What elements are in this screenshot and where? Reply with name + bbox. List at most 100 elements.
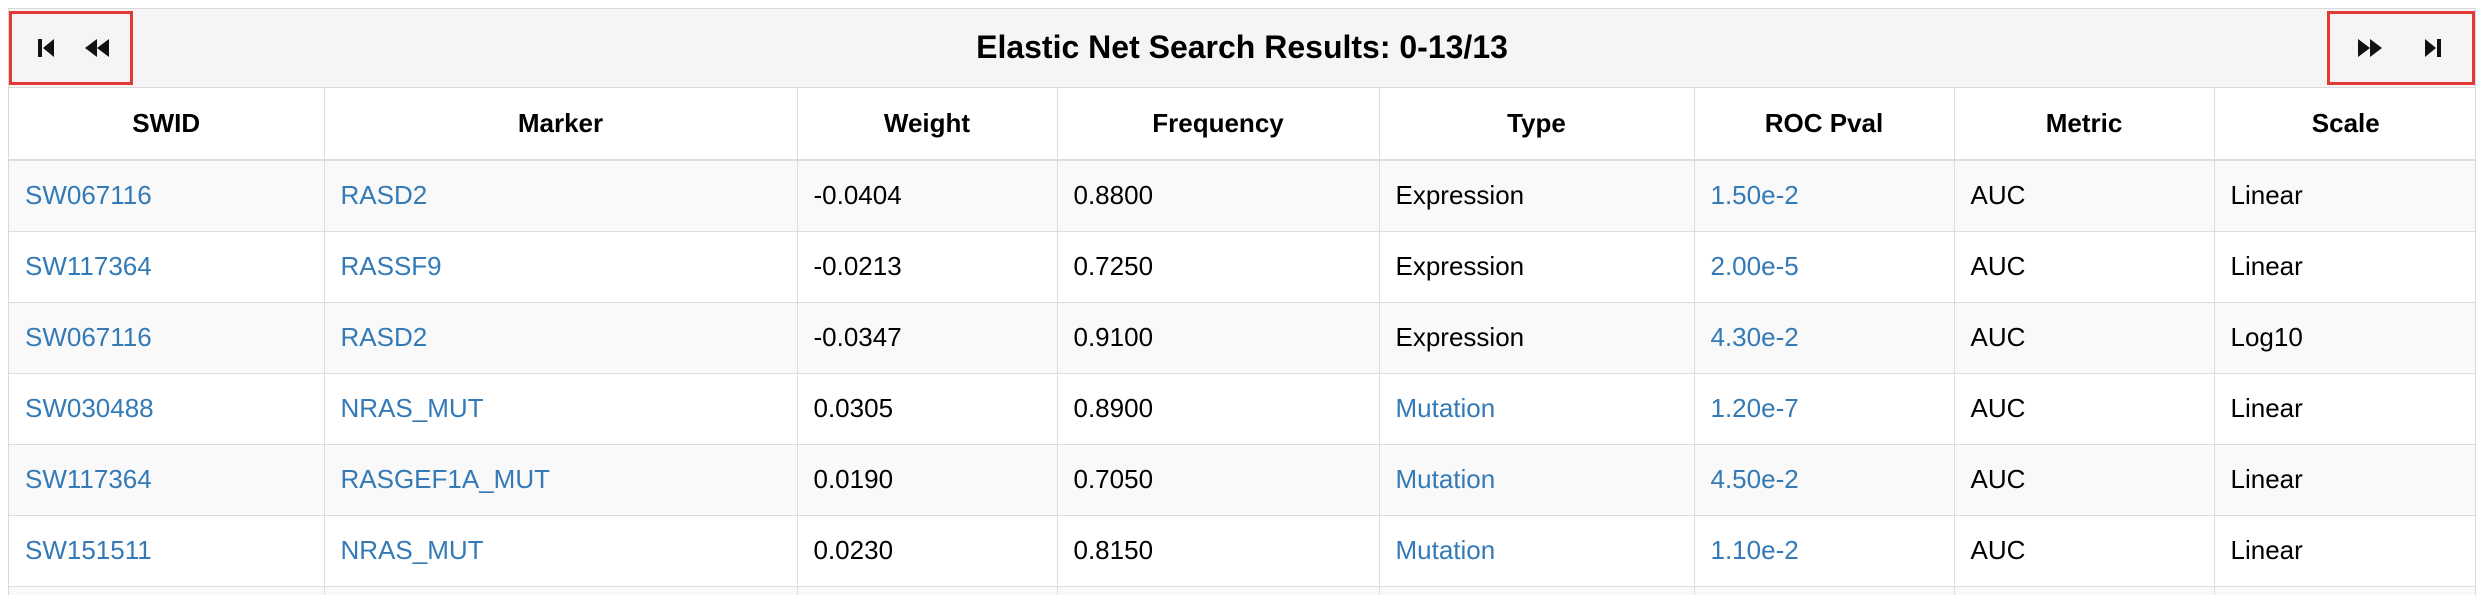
column-header-weight[interactable]: Weight (797, 88, 1058, 161)
swid-link[interactable]: SW030488 (25, 393, 154, 423)
type-link[interactable]: Mutation (1395, 464, 1496, 494)
marker-link[interactable]: RASSF9 (340, 251, 442, 281)
cell-scale: Linear (2214, 373, 2475, 445)
last-page-button[interactable] (2411, 26, 2455, 70)
cell-swid: SW030488 (9, 373, 325, 445)
table-header-row: SWID Marker Weight Frequency Type ROC Pv… (9, 88, 2475, 161)
cell-metric (1954, 586, 2215, 595)
column-header-metric[interactable]: Metric (1954, 88, 2215, 161)
cell-weight: 0.0230 (797, 515, 1058, 587)
roc-pval-link[interactable]: 1.20e-7 (1710, 393, 1799, 423)
swid-link[interactable]: SW117364 (25, 251, 152, 281)
marker-link[interactable]: NRAS_MUT (340, 393, 484, 423)
column-header-scale[interactable]: Scale (2214, 88, 2475, 161)
cell-frequency: 0.7250 (1057, 231, 1380, 303)
table-row: SW030488 NRAS_MUT 0.0305 0.8900 Mutation… (9, 373, 2475, 445)
cell-metric: AUC (1954, 160, 2215, 232)
cell-scale: Linear (2214, 160, 2475, 232)
skip-first-icon (37, 39, 54, 57)
cell-type: Mutation (1379, 373, 1695, 445)
cell-type: Expression (1379, 302, 1695, 374)
cell-scale: Log10 (2214, 302, 2475, 374)
cell-roc-pval: 4.30e-2 (1694, 302, 1955, 374)
swid-link[interactable]: SW151511 (25, 535, 152, 565)
column-header-roc-pval[interactable]: ROC Pval (1694, 88, 1955, 161)
cell-marker: NRAS_MUT (324, 515, 798, 587)
column-header-type[interactable]: Type (1379, 88, 1695, 161)
table-row: SW067116 RASD2 -0.0347 0.9100 Expression… (9, 302, 2475, 374)
cell-scale: Linear (2214, 515, 2475, 587)
swid-link[interactable]: SW067116 (25, 322, 152, 352)
column-header-frequency[interactable]: Frequency (1057, 88, 1380, 161)
cell-type: Mutation (1379, 515, 1695, 587)
type-link[interactable]: Mutation (1395, 393, 1496, 423)
cell-marker (324, 586, 798, 595)
swid-link[interactable]: SW117364 (25, 464, 152, 494)
marker-link[interactable]: RASD2 (340, 322, 428, 352)
cell-type: Expression (1379, 231, 1695, 303)
cell-roc-pval: 2.00e-5 (1694, 231, 1955, 303)
cell-weight (797, 586, 1058, 595)
cell-type: Expression (1379, 160, 1695, 232)
cell-metric: AUC (1954, 444, 2215, 516)
cell-swid: SW151511 (9, 515, 325, 587)
cell-metric: AUC (1954, 231, 2215, 303)
first-page-button[interactable] (24, 26, 68, 70)
roc-pval-link[interactable]: 4.30e-2 (1710, 322, 1799, 352)
cell-frequency: 0.8800 (1057, 160, 1380, 232)
cell-roc-pval (1694, 586, 1955, 595)
cell-marker: RASGEF1A_MUT (324, 444, 798, 516)
cell-frequency: 0.8150 (1057, 515, 1380, 587)
cell-swid: SW067116 (9, 160, 325, 232)
cell-scale: Linear (2214, 231, 2475, 303)
page-title: Elastic Net Search Results: 0-13/13 (976, 29, 1508, 65)
swid-link[interactable]: SW067116 (25, 180, 152, 211)
results-panel: Elastic Net Search Results: 0-13/13 (8, 8, 2476, 595)
cell-roc-pval: 1.20e-7 (1694, 373, 1955, 445)
table-row (9, 586, 2475, 595)
cell-metric: AUC (1954, 302, 2215, 374)
cell-marker: RASD2 (324, 302, 798, 374)
marker-link[interactable]: NRAS_MUT (340, 535, 484, 565)
cell-roc-pval: 1.50e-2 (1694, 160, 1955, 232)
cell-weight: -0.0213 (797, 231, 1058, 303)
results-table: SWID Marker Weight Frequency Type ROC Pv… (9, 88, 2475, 595)
cell-marker: NRAS_MUT (324, 373, 798, 445)
type-link[interactable]: Mutation (1395, 535, 1496, 565)
cell-metric: AUC (1954, 515, 2215, 587)
cell-weight: -0.0404 (797, 160, 1058, 232)
column-header-marker[interactable]: Marker (324, 88, 798, 161)
cell-frequency (1057, 586, 1380, 595)
cell-frequency: 0.9100 (1057, 302, 1380, 374)
roc-pval-link[interactable]: 4.50e-2 (1710, 464, 1799, 494)
cell-weight: 0.0190 (797, 444, 1058, 516)
cell-marker: RASD2 (324, 160, 798, 232)
table-row: SW151511 NRAS_MUT 0.0230 0.8150 Mutation… (9, 515, 2475, 587)
cell-weight: -0.0347 (797, 302, 1058, 374)
cell-frequency: 0.8900 (1057, 373, 1380, 445)
table-row: SW117364 RASSF9 -0.0213 0.7250 Expressio… (9, 231, 2475, 303)
cell-swid: SW117364 (9, 444, 325, 516)
roc-pval-link[interactable]: 2.00e-5 (1710, 251, 1799, 281)
cell-swid: SW117364 (9, 231, 325, 303)
marker-link[interactable]: RASD2 (340, 180, 428, 211)
nav-group-left (9, 11, 133, 85)
cell-weight: 0.0305 (797, 373, 1058, 445)
cell-scale: Linear (2214, 444, 2475, 516)
table-row: SW117364 RASGEF1A_MUT 0.0190 0.7050 Muta… (9, 444, 2475, 516)
previous-page-button[interactable] (75, 26, 119, 70)
cell-swid: SW067116 (9, 302, 325, 374)
column-header-swid[interactable]: SWID (9, 88, 325, 161)
roc-pval-link[interactable]: 1.10e-2 (1710, 535, 1799, 565)
cell-frequency: 0.7050 (1057, 444, 1380, 516)
cell-metric: AUC (1954, 373, 2215, 445)
cell-roc-pval: 1.10e-2 (1694, 515, 1955, 587)
next-page-button[interactable] (2348, 26, 2392, 70)
cell-swid (9, 586, 325, 595)
results-toolbar: Elastic Net Search Results: 0-13/13 (9, 9, 2475, 88)
roc-pval-link[interactable]: 1.50e-2 (1710, 180, 1799, 211)
cell-type (1379, 586, 1695, 595)
cell-marker: RASSF9 (324, 231, 798, 303)
marker-link[interactable]: RASGEF1A_MUT (340, 464, 551, 494)
rewind-icon (84, 39, 109, 57)
